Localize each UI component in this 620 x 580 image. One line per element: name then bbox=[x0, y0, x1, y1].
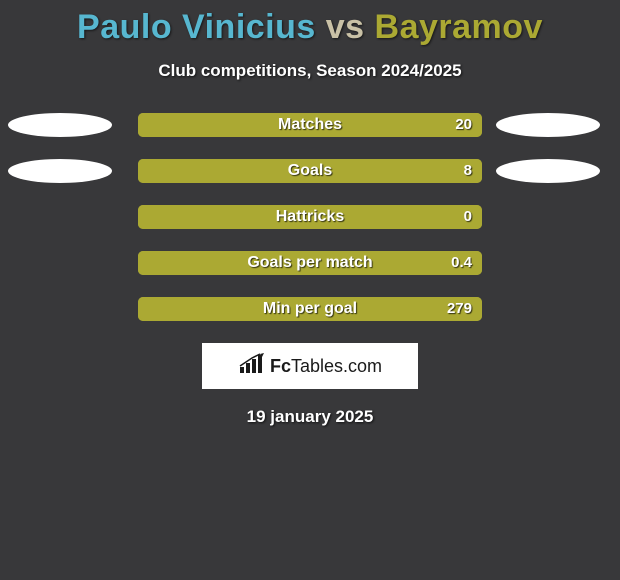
vs-separator: vs bbox=[326, 8, 365, 46]
stat-bar-outline bbox=[138, 159, 482, 183]
stat-row: Hattricks0 bbox=[0, 205, 620, 229]
player2-marker bbox=[496, 113, 600, 137]
stat-row: Goals8 bbox=[0, 159, 620, 183]
stat-rows: Matches20 Goals8 Hattricks0 Goals per match… bbox=[0, 113, 620, 321]
stat-bar-outline bbox=[138, 297, 482, 321]
brand-rest: Tables.com bbox=[291, 356, 382, 376]
comparison-title: Paulo Vinicius vs Bayramov bbox=[0, 0, 620, 47]
stat-bar-outline bbox=[138, 113, 482, 137]
player1-marker bbox=[8, 113, 112, 137]
stat-row: Min per goal279 bbox=[0, 297, 620, 321]
stat-bar: Matches20 bbox=[138, 113, 482, 137]
stat-bar-outline bbox=[138, 251, 482, 275]
player2-name: Bayramov bbox=[375, 8, 543, 46]
brand-badge: FcTables.com bbox=[202, 343, 418, 389]
stat-bar: Min per goal279 bbox=[138, 297, 482, 321]
brand-bold: Fc bbox=[270, 356, 291, 376]
stat-row: Goals per match0.4 bbox=[0, 251, 620, 275]
stat-bar: Goals per match0.4 bbox=[138, 251, 482, 275]
brand-text: FcTables.com bbox=[270, 356, 382, 377]
stat-row: Matches20 bbox=[0, 113, 620, 137]
stat-bar-outline bbox=[138, 205, 482, 229]
stat-bar: Goals8 bbox=[138, 159, 482, 183]
player1-marker bbox=[8, 159, 112, 183]
subtitle: Club competitions, Season 2024/2025 bbox=[0, 61, 620, 81]
stat-bar: Hattricks0 bbox=[138, 205, 482, 229]
player2-marker bbox=[496, 159, 600, 183]
chart-icon bbox=[238, 353, 264, 380]
date-label: 19 january 2025 bbox=[0, 407, 620, 427]
player1-name: Paulo Vinicius bbox=[77, 8, 316, 46]
